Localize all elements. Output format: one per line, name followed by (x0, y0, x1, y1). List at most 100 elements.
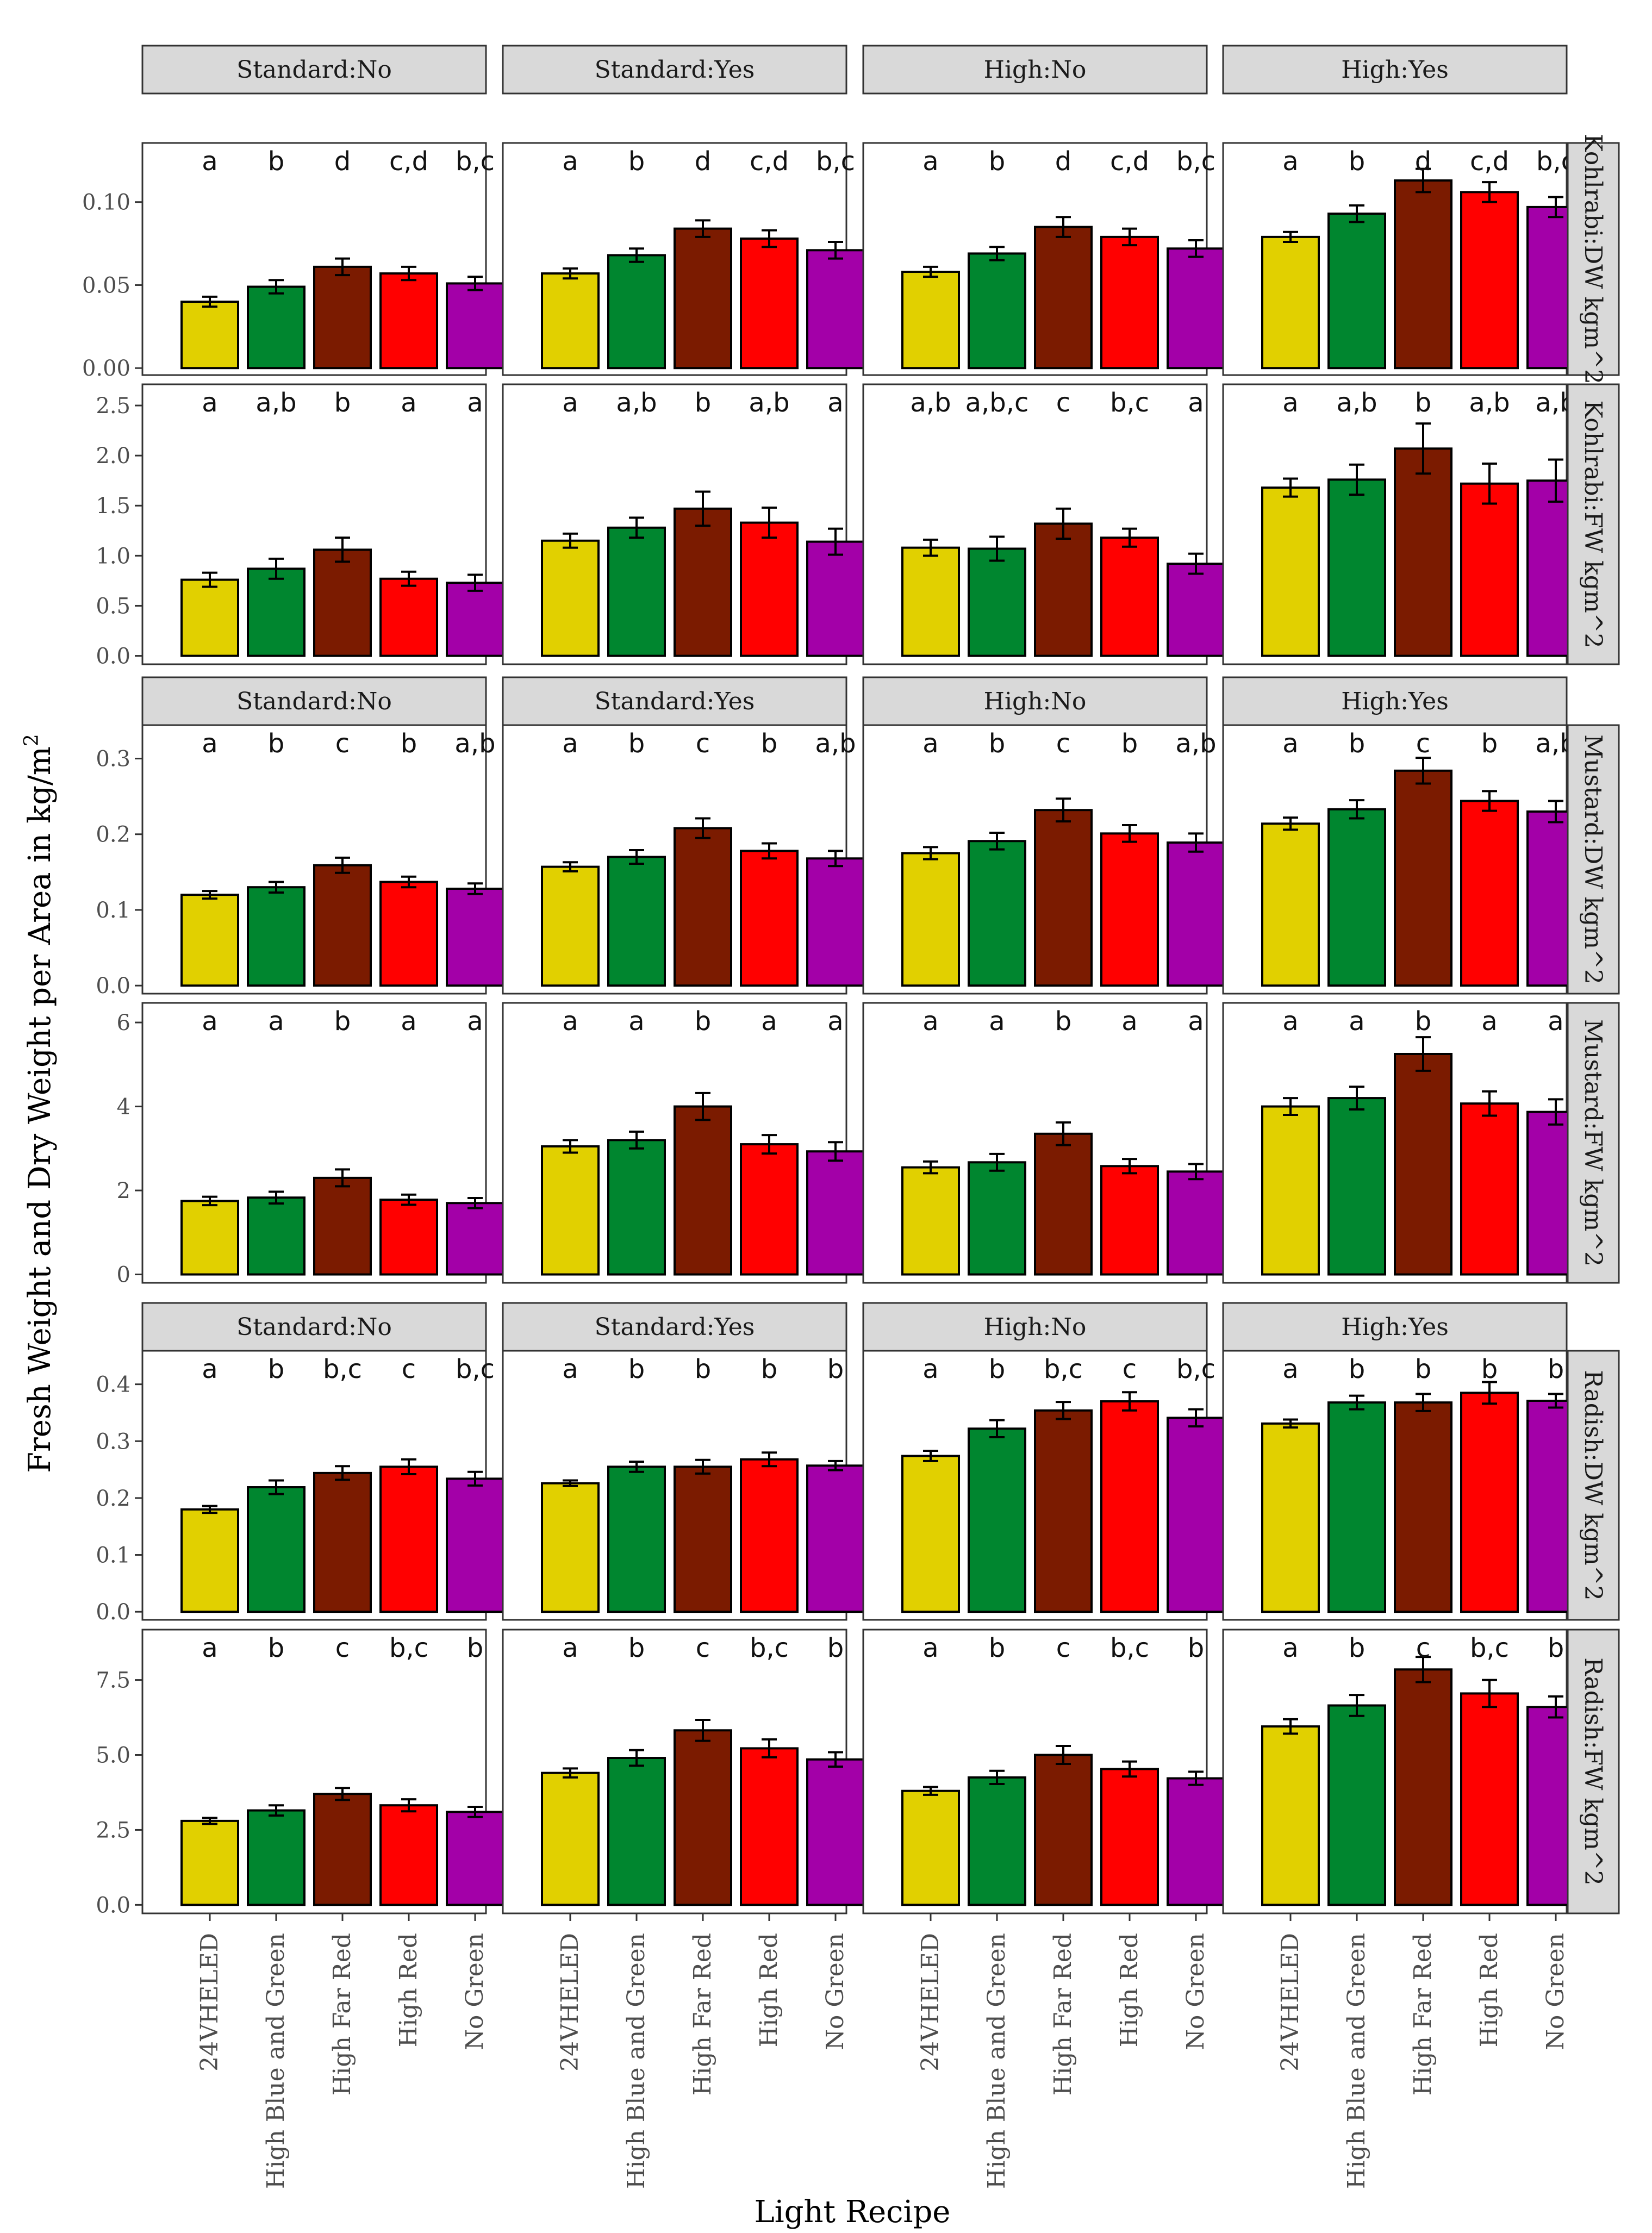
significance-letter: b (268, 1633, 284, 1663)
facet-strip (1222, 676, 1568, 726)
significance-letter: b (989, 1633, 1005, 1663)
bar (1034, 522, 1093, 657)
bar (313, 548, 372, 657)
bar (313, 1793, 372, 1906)
bar (740, 1143, 799, 1276)
bar (180, 1200, 239, 1276)
significance-letter: b (1415, 1006, 1431, 1037)
bar (806, 1150, 865, 1276)
y-tick-label: 1.5 (96, 494, 130, 519)
significance-letter: d (695, 146, 711, 177)
significance-letter: c (1056, 1633, 1070, 1663)
significance-letter: c,d (1110, 146, 1149, 177)
bar (379, 577, 438, 657)
significance-letter: a (562, 388, 578, 418)
bar (607, 856, 666, 987)
significance-letter: a (1121, 1006, 1137, 1037)
x-tick-label: No Green (821, 1933, 849, 2050)
significance-letter: b (695, 388, 711, 418)
significance-letter: a (1188, 1006, 1204, 1037)
bar (1394, 447, 1452, 657)
y-tick-label: 0.0 (96, 1893, 130, 1918)
significance-letter: b (1121, 728, 1138, 759)
y-tick-label: 0.1 (96, 1543, 130, 1568)
significance-letter: a (401, 388, 416, 418)
bar (180, 1508, 239, 1613)
row-strip-label: Kohlrabi:DW kgm^2 (1579, 134, 1607, 384)
significance-letter: b,c (1110, 1633, 1149, 1663)
significance-letter: b (467, 1633, 483, 1663)
y-tick-label: 0.2 (96, 1486, 130, 1511)
significance-letter: d (1055, 146, 1071, 177)
bar (313, 265, 372, 370)
bar (674, 1465, 732, 1613)
significance-letter: c (1416, 728, 1430, 759)
significance-letter: b,c (750, 1633, 789, 1663)
bar (1460, 191, 1519, 370)
significance-letter: a,b (815, 728, 856, 759)
bar (1261, 235, 1320, 370)
significance-letter: a (1282, 1006, 1298, 1037)
bar (1261, 1725, 1320, 1906)
bar (1460, 482, 1519, 657)
significance-letter: b (1188, 1633, 1204, 1663)
significance-letter: b (761, 728, 777, 759)
facet-strip (502, 1302, 847, 1352)
facet-strip-label: Standard:Yes (595, 1313, 755, 1341)
bar (1394, 179, 1452, 370)
significance-letter: b (1055, 1006, 1071, 1037)
y-tick-label: 0.3 (96, 1429, 130, 1454)
y-tick-label: 2 (117, 1178, 130, 1203)
significance-letter: b (334, 388, 351, 418)
row-strip (1567, 724, 1620, 995)
significance-letter: c (335, 728, 350, 759)
bar (1034, 1409, 1093, 1613)
significance-letter: c,d (1470, 146, 1509, 177)
panel-1-1: a a,b b a,b a (502, 383, 865, 665)
bar (901, 1455, 960, 1613)
facet-strip-label: Standard:No (236, 1313, 392, 1341)
bar (806, 249, 865, 370)
significance-letter: b (827, 1354, 844, 1384)
facet-strip (141, 676, 487, 726)
bar (446, 282, 504, 370)
y-tick-label: 0.1 (96, 898, 130, 923)
significance-letter: c (1416, 1633, 1430, 1663)
bar (379, 881, 438, 987)
y-tick-label: 7.5 (96, 1668, 130, 1693)
bar (901, 1166, 960, 1276)
bar (446, 1202, 504, 1276)
row-strip (1567, 1002, 1620, 1284)
facet-strip-label: Standard:Yes (595, 56, 755, 84)
y-tick-label: 0.4 (96, 1373, 130, 1398)
bar (446, 1477, 504, 1613)
y-tick-label: 0.00 (82, 356, 130, 381)
bar (247, 1809, 306, 1906)
panel-1-3: a a,b b a,b a,b (1222, 383, 1585, 665)
bar (1261, 1422, 1320, 1613)
bar (446, 582, 504, 657)
facet-strip (862, 1302, 1208, 1352)
bar (379, 272, 438, 370)
row-strip-3: Mustard:FW kgm^2 (1567, 1002, 1620, 1284)
bar (901, 1789, 960, 1906)
bar (901, 546, 960, 657)
significance-letter: a (989, 1006, 1005, 1037)
row-strip-label: Radish:DW kgm^2 (1579, 1370, 1607, 1600)
y-tick-label: 2.5 (96, 394, 130, 419)
bar (1394, 769, 1452, 987)
significance-letter: a (1282, 146, 1298, 177)
panel-2-1: Standard:Yes a b c b a,b (502, 676, 865, 995)
row-strip-4: Radish:DW kgm^2 (1567, 1350, 1620, 1621)
significance-letter: a (922, 1006, 938, 1037)
x-tick-label: High Red (1115, 1933, 1143, 2047)
panel-3-0: 0 2 4 6 a a b a a (117, 1002, 504, 1288)
row-strip-label: Mustard:DW kgm^2 (1579, 734, 1607, 984)
bar (1034, 1754, 1093, 1906)
x-tick-label: 24VHELED (1276, 1933, 1304, 2072)
row-strip (1567, 142, 1620, 376)
significance-letter: a (467, 1006, 483, 1037)
significance-letter: b (761, 1354, 777, 1384)
